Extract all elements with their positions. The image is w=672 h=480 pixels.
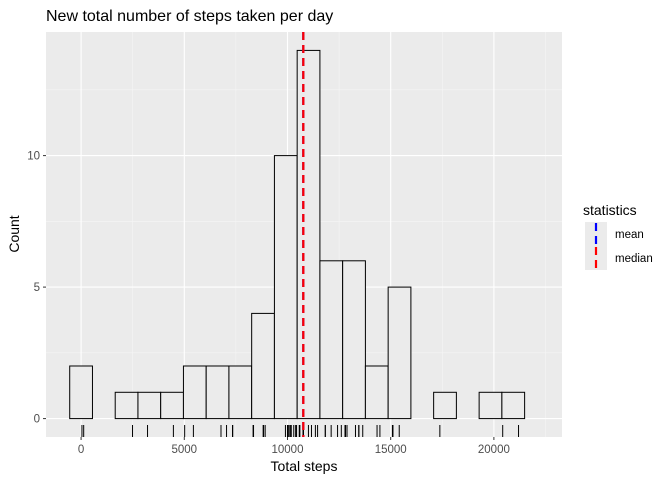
histogram-bar xyxy=(228,365,253,420)
x-tick-label: 15000 xyxy=(375,444,407,456)
histogram-bar xyxy=(273,155,298,420)
histogram-bar xyxy=(319,260,344,420)
histogram-bar xyxy=(478,391,503,420)
histogram-bar xyxy=(433,391,457,420)
x-tick-label: 0 xyxy=(78,444,84,456)
x-tick-label: 10000 xyxy=(271,444,303,456)
legend: statistics mean median xyxy=(583,202,653,270)
y-tick-label: 5 xyxy=(34,282,40,294)
histogram-bar xyxy=(182,365,207,420)
legend-label-mean: mean xyxy=(615,229,644,241)
x-axis-ticks: 0 5000 10000 15000 20000 xyxy=(78,437,510,456)
histogram-bar xyxy=(69,365,93,420)
y-axis-ticks: 0 5 10 xyxy=(27,151,46,426)
x-tick-label: 5000 xyxy=(171,444,197,456)
x-axis-title: Total steps xyxy=(271,458,338,474)
histogram-bar xyxy=(387,286,412,420)
y-tick-label: 10 xyxy=(27,151,40,163)
histogram-bar xyxy=(114,391,139,420)
chart-title: New total number of steps taken per day xyxy=(46,8,333,25)
legend-key-mean xyxy=(585,222,607,246)
histogram-bar xyxy=(251,312,275,420)
histogram-bar xyxy=(205,365,230,420)
y-axis-title: Count xyxy=(6,215,22,252)
legend-title: statistics xyxy=(583,202,637,218)
x-tick-label: 20000 xyxy=(478,444,510,456)
legend-label-median: median xyxy=(615,253,653,265)
histogram-bar xyxy=(160,391,184,420)
histogram-bar xyxy=(137,391,162,420)
legend-key-median xyxy=(585,246,607,270)
y-tick-label: 0 xyxy=(34,414,40,426)
histogram-bar xyxy=(364,365,389,420)
histogram-bar xyxy=(501,391,526,420)
histogram-bar xyxy=(296,49,321,420)
histogram-bar xyxy=(342,260,366,420)
